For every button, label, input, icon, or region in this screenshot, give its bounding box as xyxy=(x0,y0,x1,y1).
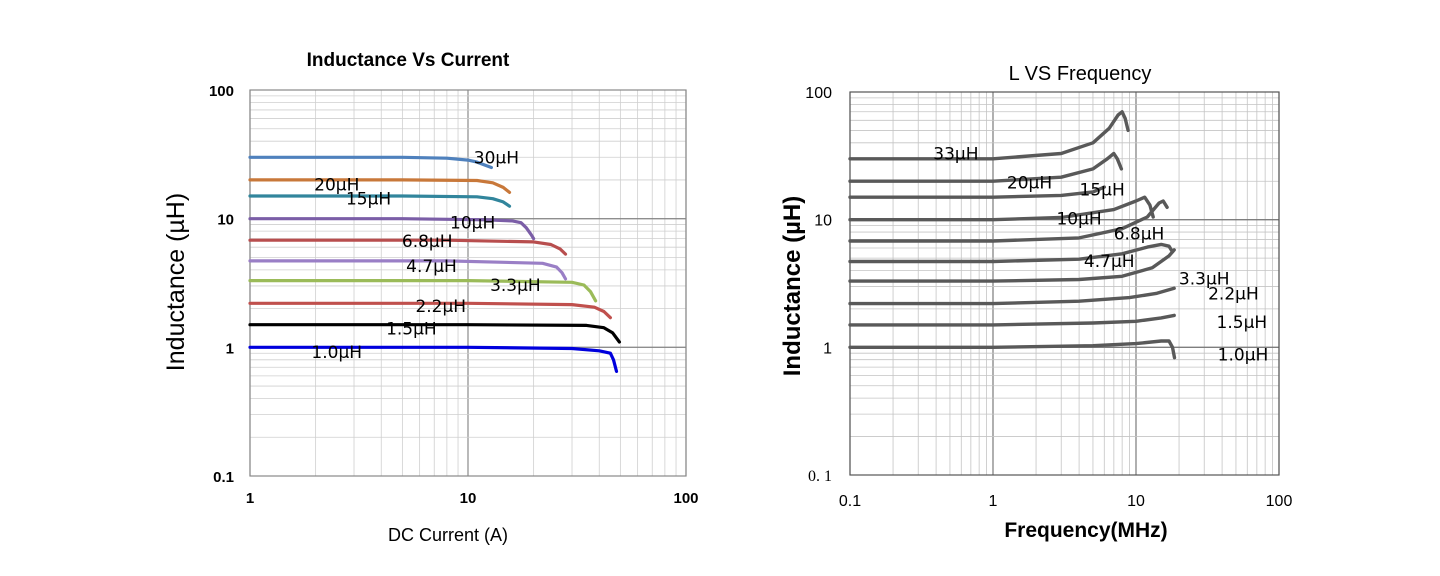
chart-title: L VS Frequency xyxy=(1009,63,1152,85)
series-label: 15µH xyxy=(346,190,391,210)
series-label: 6.8µH xyxy=(1114,224,1165,244)
series-label: 2.2µH xyxy=(415,297,466,317)
series-line xyxy=(848,313,1176,327)
y-tick-label: 10 xyxy=(814,213,832,230)
series-lines xyxy=(248,155,621,373)
series-line xyxy=(248,323,621,344)
tick-labels: 1 10 100 100 10 1 0.1 xyxy=(209,83,699,507)
series-line xyxy=(248,238,568,256)
inductance-vs-current-plot: Inductance Vs Current DC Current (A) Ind… xyxy=(162,50,699,545)
plot-frame xyxy=(849,91,1280,476)
series-label: 1.5µH xyxy=(1217,313,1268,333)
x-tick-label: 0.1 xyxy=(839,493,861,510)
series-lines xyxy=(848,110,1177,360)
x-axis-label: Frequency(MHz) xyxy=(1004,519,1167,542)
grid xyxy=(249,89,687,477)
l-vs-frequency-plot: L VS Frequency Frequency(MHz) Inductance… xyxy=(779,63,1292,542)
series-label: 3.3µH xyxy=(490,276,541,296)
inductance-vs-current-chart: Inductance Vs Current DC Current (A) Ind… xyxy=(162,50,699,545)
series-label: 33µH xyxy=(933,144,978,164)
series-label: 20µH xyxy=(314,175,359,195)
x-tick-label: 10 xyxy=(1127,493,1145,510)
series-label: 1.0µH xyxy=(311,343,362,363)
series-line xyxy=(848,151,1124,183)
y-tick-label: 0. 1 xyxy=(808,468,832,485)
series-line xyxy=(848,199,1169,243)
tick-labels: 0.1 1 10 100 100 10 1 0. 1 xyxy=(805,85,1292,510)
series-label: 30µH xyxy=(474,148,519,168)
x-tick-label: 100 xyxy=(1266,493,1293,510)
series-line xyxy=(848,185,1106,199)
series-label: 3.3µH xyxy=(1179,270,1230,290)
chart-title: Inductance Vs Current xyxy=(307,50,510,71)
y-tick-label: 1 xyxy=(823,340,832,357)
series-label: 15µH xyxy=(1080,181,1125,201)
series-line xyxy=(848,339,1177,360)
series-line xyxy=(248,301,612,320)
y-axis-label: Inductance (µH) xyxy=(779,196,806,377)
series-line xyxy=(248,279,598,303)
x-tick-label: 1 xyxy=(246,490,254,507)
y-tick-label: 100 xyxy=(209,83,234,100)
plot-frame xyxy=(249,89,687,477)
x-tick-label: 10 xyxy=(460,490,477,507)
series-label: 1.0µH xyxy=(1218,345,1269,365)
x-tick-label: 1 xyxy=(989,493,998,510)
series-line xyxy=(848,195,1155,222)
y-tick-label: 0.1 xyxy=(213,469,234,486)
series-line xyxy=(248,155,493,170)
l-vs-frequency-chart: L VS Frequency Frequency(MHz) Inductance… xyxy=(720,0,1440,576)
series-line xyxy=(848,286,1176,306)
grid xyxy=(849,91,1280,476)
x-tick-label: 100 xyxy=(673,490,698,507)
series-label: 4.7µH xyxy=(406,257,457,277)
series-line xyxy=(248,217,536,241)
series-line xyxy=(848,110,1130,161)
series-label: 10µH xyxy=(1056,210,1101,230)
y-tick-label: 1 xyxy=(226,340,234,357)
series-label: 1.5µH xyxy=(386,320,437,340)
series-line xyxy=(848,248,1176,283)
series-line xyxy=(248,345,619,373)
y-axis-label: Inductance (µH) xyxy=(162,193,190,371)
series-label: 10µH xyxy=(450,214,495,234)
series-line xyxy=(248,259,568,281)
x-axis-label: DC Current (A) xyxy=(388,525,508,545)
series-label: 4.7µH xyxy=(1084,252,1135,272)
series-line xyxy=(248,178,512,194)
series-label: 2.2µH xyxy=(1208,284,1259,304)
series-line xyxy=(248,194,512,208)
y-tick-label: 10 xyxy=(217,212,234,229)
series-label: 6.8µH xyxy=(402,232,453,252)
series-label: 20µH xyxy=(1007,174,1052,194)
y-tick-label: 100 xyxy=(805,85,832,102)
series-line xyxy=(848,242,1175,264)
